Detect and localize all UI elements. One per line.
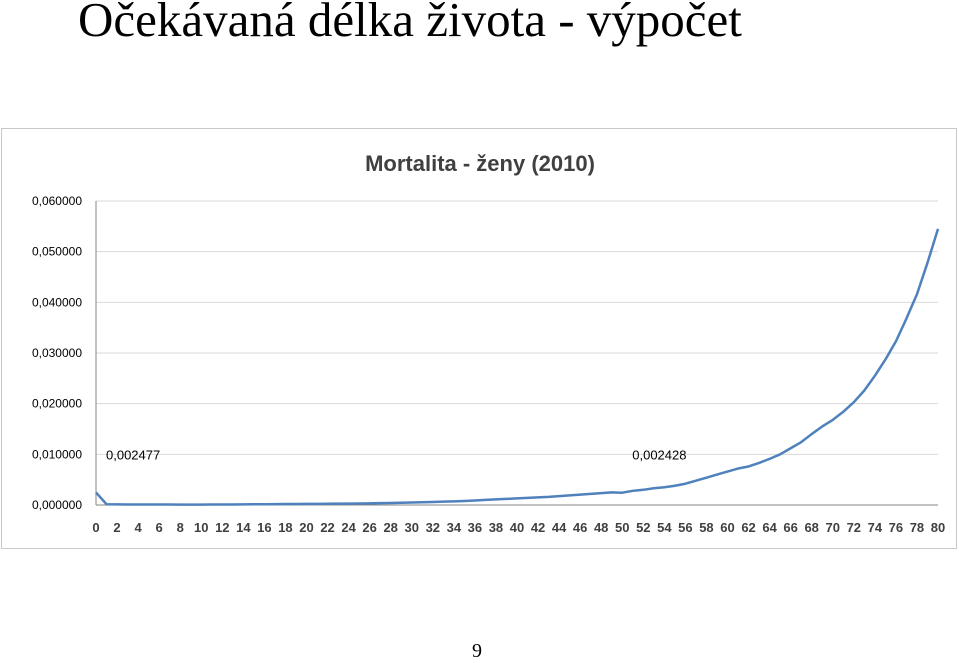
x-tick-label: 24: [341, 520, 356, 535]
x-tick-label: 54: [657, 520, 672, 535]
x-tick-label: 22: [320, 520, 334, 535]
x-tick-label: 42: [531, 520, 545, 535]
y-tick-label: 0,030000: [32, 346, 82, 360]
x-tick-label: 10: [194, 520, 208, 535]
x-tick-label: 60: [720, 520, 734, 535]
data-label: 0,002477: [106, 447, 160, 462]
data-label: 0,002428: [632, 448, 686, 463]
x-tick-label: 36: [468, 520, 482, 535]
x-tick-label: 52: [636, 520, 650, 535]
x-tick-label: 70: [826, 520, 840, 535]
x-tick-label: 80: [931, 520, 945, 535]
y-tick-label: 0,020000: [32, 397, 82, 411]
page-number: 9: [472, 640, 482, 662]
x-tick-label: 26: [362, 520, 376, 535]
y-tick-label: 0,000000: [32, 498, 82, 512]
x-tick-label: 68: [804, 520, 818, 535]
x-tick-label: 0: [92, 520, 99, 535]
x-tick-label: 12: [215, 520, 229, 535]
x-tick-label: 76: [889, 520, 903, 535]
x-tick-label: 2: [113, 520, 120, 535]
y-tick-label: 0,050000: [32, 245, 82, 259]
x-tick-label: 58: [699, 520, 713, 535]
x-tick-label: 6: [156, 520, 163, 535]
x-tick-label: 44: [552, 520, 567, 535]
x-tick-label: 38: [489, 520, 503, 535]
x-tick-label: 50: [615, 520, 629, 535]
x-tick-label: 8: [177, 520, 184, 535]
y-tick-label: 0,040000: [32, 295, 82, 309]
x-tick-label: 78: [910, 520, 924, 535]
series-line: [95, 228, 940, 506]
y-tick-label: 0,060000: [32, 194, 82, 208]
x-tick-label: 28: [383, 520, 397, 535]
x-tick-label: 72: [847, 520, 861, 535]
x-tick-label: 48: [594, 520, 608, 535]
x-tick-label: 16: [257, 520, 271, 535]
x-tick-label: 20: [299, 520, 313, 535]
x-tick-label: 66: [783, 520, 797, 535]
x-tick-label: 40: [510, 520, 524, 535]
x-tick-label: 56: [678, 520, 692, 535]
slide-title: Očekávaná délka života - výpočet: [78, 0, 742, 47]
x-tick-label: 30: [405, 520, 419, 535]
x-tick-label: 46: [573, 520, 587, 535]
x-tick-label: 62: [741, 520, 755, 535]
y-tick-label: 0,010000: [32, 447, 82, 461]
x-tick-label: 4: [134, 520, 142, 535]
chart-container: Mortalita - ženy (2010) 0,000000 0,010000…: [1, 128, 957, 549]
chart-title: Mortalita - ženy (2010): [365, 151, 595, 176]
x-tick-label: 64: [762, 520, 777, 535]
x-tick-label: 32: [426, 520, 440, 535]
x-tick-label: 74: [868, 520, 883, 535]
line-chart: Mortalita - ženy (2010) 0,000000 0,010000…: [32, 151, 945, 535]
x-tick-label: 34: [447, 520, 462, 535]
x-tick-label: 18: [278, 520, 292, 535]
x-tick-label: 14: [236, 520, 251, 535]
